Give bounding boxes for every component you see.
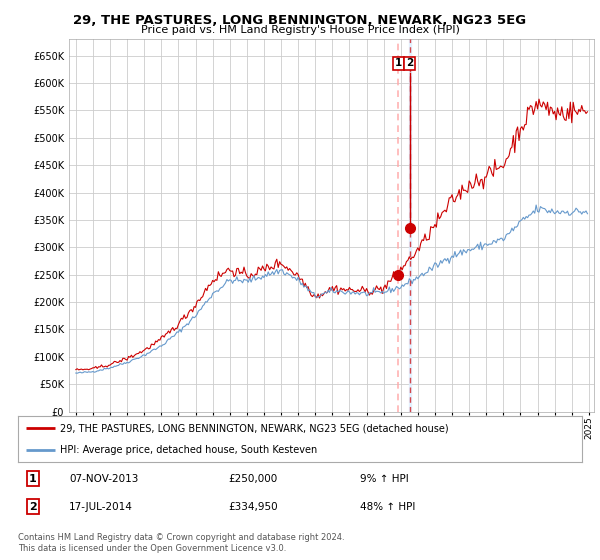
Text: 48% ↑ HPI: 48% ↑ HPI [360,502,415,512]
Text: 1: 1 [29,474,37,484]
Text: 29, THE PASTURES, LONG BENNINGTON, NEWARK, NG23 5EG: 29, THE PASTURES, LONG BENNINGTON, NEWAR… [73,14,527,27]
Text: 9% ↑ HPI: 9% ↑ HPI [360,474,409,484]
Text: £250,000: £250,000 [228,474,277,484]
Text: Price paid vs. HM Land Registry's House Price Index (HPI): Price paid vs. HM Land Registry's House … [140,25,460,35]
Text: HPI: Average price, detached house, South Kesteven: HPI: Average price, detached house, Sout… [60,445,317,455]
Text: 2: 2 [406,58,413,68]
Text: 1: 1 [395,58,402,68]
Text: 17-JUL-2014: 17-JUL-2014 [69,502,133,512]
Bar [409,39,410,412]
Text: £334,950: £334,950 [228,502,278,512]
Text: 07-NOV-2013: 07-NOV-2013 [69,474,139,484]
Text: 29, THE PASTURES, LONG BENNINGTON, NEWARK, NG23 5EG (detached house): 29, THE PASTURES, LONG BENNINGTON, NEWAR… [60,423,449,433]
Text: 2: 2 [29,502,37,512]
Text: Contains HM Land Registry data © Crown copyright and database right 2024.
This d: Contains HM Land Registry data © Crown c… [18,533,344,553]
